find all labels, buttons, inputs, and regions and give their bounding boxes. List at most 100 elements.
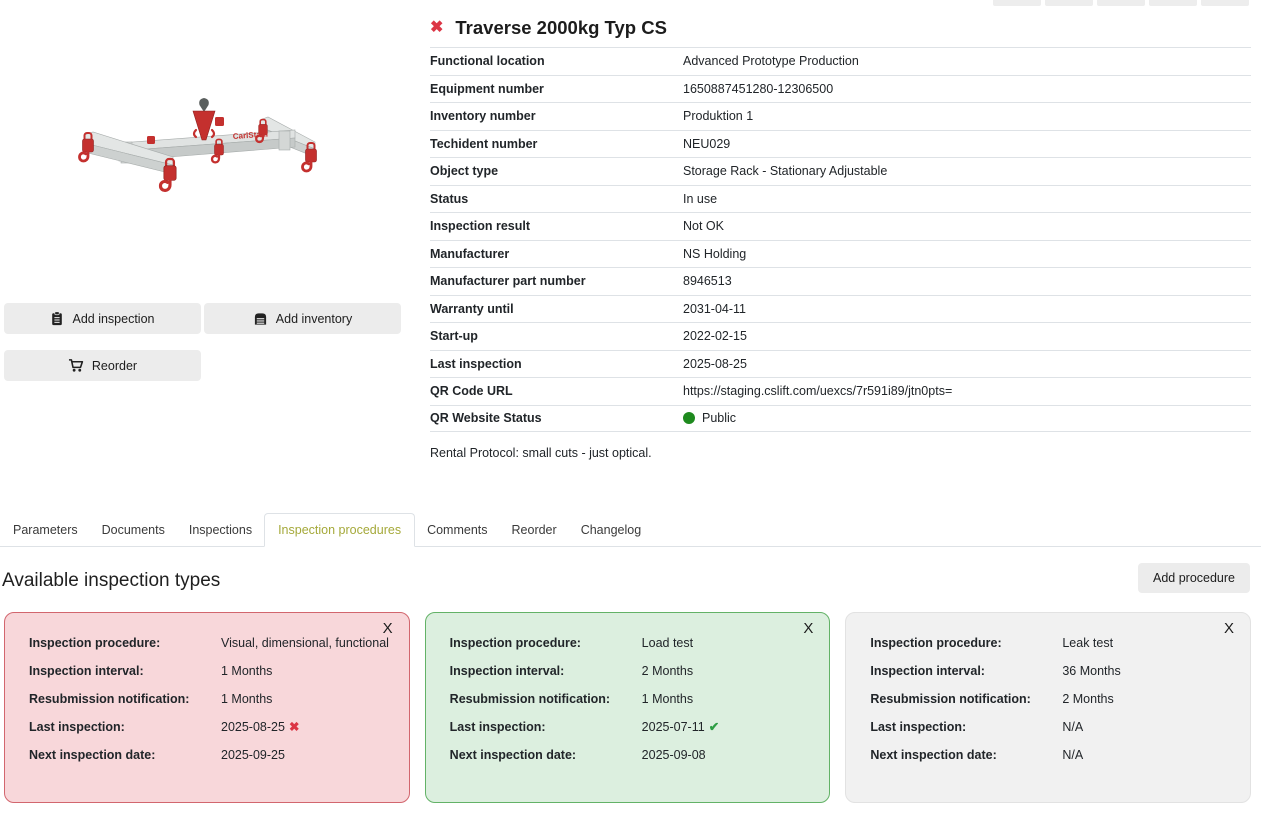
- card-row: Inspection interval: 1 Months: [29, 662, 393, 681]
- card-row: Last inspection: 2025-08-25 ✖: [29, 718, 393, 737]
- card-row-label: Inspection interval:: [449, 664, 565, 678]
- delete-equipment-icon[interactable]: ✖: [430, 19, 444, 36]
- card-row-label: Inspection procedure:: [870, 636, 1002, 650]
- toolbar-button-stub[interactable]: [1045, 0, 1093, 6]
- card-row-value: N/A: [1062, 720, 1084, 734]
- detail-row: Object type Storage Rack - Stationary Adj…: [430, 157, 1251, 185]
- brand-label: CarlStahl: [233, 130, 269, 141]
- inspection-cards: X Inspection procedure: Visual, dimensiona…: [4, 612, 1252, 803]
- detail-value: 1650887451280-12306500: [683, 81, 834, 96]
- detail-value: NEU029: [683, 136, 731, 151]
- card-row-label: Resubmission notification:: [29, 692, 190, 706]
- product-image: CarlStahl: [55, 84, 365, 252]
- card-row-label: Next inspection date:: [449, 748, 577, 762]
- card-close-button[interactable]: X: [1224, 620, 1235, 637]
- lifting-traverse-illustration: CarlStahl: [78, 98, 318, 192]
- card-row: Resubmission notification: 2 Months: [870, 690, 1234, 709]
- detail-row: Inspection result Not OK: [430, 212, 1251, 240]
- toolbar-button-stub[interactable]: [1149, 0, 1197, 6]
- card-row-value: 1 Months: [221, 664, 273, 678]
- card-row-value: Leak test: [1062, 636, 1114, 650]
- detail-label: Manufacturer part number: [430, 274, 586, 289]
- card-row: Inspection interval: 2 Months: [450, 662, 814, 681]
- card-close-button[interactable]: X: [382, 620, 393, 637]
- card-close-button[interactable]: X: [803, 620, 814, 637]
- card-row: Inspection procedure: Leak test: [870, 634, 1234, 653]
- card-row-label: Inspection interval:: [870, 664, 985, 678]
- card-row: Inspection procedure: Visual, dimensional…: [29, 634, 393, 653]
- add-procedure-button[interactable]: Add procedure: [1137, 563, 1250, 593]
- card-row-value: 1 Months: [221, 692, 273, 706]
- detail-row: Equipment number 1650887451280-12306500: [430, 74, 1251, 103]
- reorder-button[interactable]: Reorder: [4, 350, 201, 381]
- center-clamp-icon: [192, 98, 216, 141]
- tab-changelog[interactable]: Changelog: [580, 523, 642, 537]
- detail-value: Not OK: [683, 219, 724, 234]
- add-inventory-button[interactable]: Add inventory: [204, 303, 401, 334]
- detail-value: 2031-04-11: [683, 301, 747, 316]
- card-row: Inspection procedure: Load test: [450, 634, 814, 653]
- detail-value: NS Holding: [683, 246, 747, 261]
- detail-row: QR Code URL https://staging.cslift.com/ue…: [430, 377, 1251, 405]
- detail-row: Manufacturer part number 8946513: [430, 267, 1251, 295]
- add-inspection-label: Add inspection: [72, 311, 155, 326]
- detail-label: Techident number: [430, 136, 538, 151]
- detail-label: QR Code URL: [430, 384, 513, 399]
- tab-documents[interactable]: Documents: [101, 523, 165, 537]
- inspection-procedure-card: X Inspection procedure: Load test Inspectio…: [424, 612, 831, 803]
- detail-row: Warranty until 2031-04-11: [430, 294, 1251, 323]
- detail-value: https://staging.cslift.com/uexcs/7r591i8…: [683, 384, 953, 399]
- card-row-label: Inspection interval:: [29, 664, 144, 678]
- card-row: Resubmission notification: 1 Months: [450, 690, 814, 709]
- card-row-value: 2 Months: [641, 664, 694, 678]
- detail-label: Last inspection: [430, 356, 522, 371]
- detail-row: Inventory number Produktion 1: [430, 102, 1251, 130]
- detail-label: Object type: [430, 164, 499, 179]
- toolbar-button-stub[interactable]: [1201, 0, 1249, 6]
- rental-protocol-note: Rental Protocol: small cuts - just optic…: [430, 446, 652, 460]
- add-inspection-button[interactable]: Add inspection: [4, 303, 201, 334]
- card-row-value: 36 Months: [1062, 664, 1121, 678]
- inspection-procedure-card: X Inspection procedure: Visual, dimensiona…: [4, 612, 410, 803]
- card-row: Last inspection: 2025-07-11 ✔: [450, 718, 814, 737]
- card-row-value: 2025-09-25: [221, 748, 285, 762]
- tab-comments[interactable]: Comments: [427, 523, 488, 537]
- card-row-label: Resubmission notification:: [870, 692, 1031, 706]
- action-buttons: Add inspection Add inventory Reorder: [4, 303, 401, 381]
- detail-label: Inspection result: [430, 219, 531, 234]
- card-row-label: Last inspection:: [29, 720, 125, 734]
- detail-value: Public: [683, 411, 1251, 425]
- card-row-label: Resubmission notification:: [449, 692, 611, 706]
- tab-reorder[interactable]: Reorder: [511, 523, 557, 537]
- tab-inspection-procedures[interactable]: Inspection procedures: [264, 513, 416, 547]
- detail-value: 8946513: [683, 274, 732, 289]
- card-row-label: Last inspection:: [870, 720, 967, 734]
- inventory-garage-icon: [254, 312, 266, 325]
- detail-label: Start-up: [430, 329, 478, 344]
- detail-value: Advanced Prototype Production: [683, 54, 859, 69]
- detail-row: Functional location Advanced Prototype Pr…: [430, 47, 1251, 75]
- fail-x-icon: ✖: [288, 720, 300, 734]
- card-row: Next inspection date: N/A: [870, 746, 1234, 765]
- detail-row: Last inspection 2025-08-25: [430, 349, 1251, 378]
- detail-row: Start-up 2022-02-15: [430, 322, 1251, 350]
- card-row-value: 2025-09-08: [641, 748, 706, 762]
- card-row-label: Next inspection date:: [870, 748, 997, 762]
- tab-parameters[interactable]: Parameters: [13, 523, 78, 537]
- toolbar-button-stub[interactable]: [993, 0, 1041, 6]
- card-row-label: Last inspection:: [449, 720, 546, 734]
- toolbar-button-stub[interactable]: [1097, 0, 1145, 6]
- detail-label: Manufacturer: [430, 246, 510, 261]
- detail-value: Storage Rack - Stationary Adjustable: [683, 164, 888, 179]
- card-row-value: 2025-08-25 ✖: [221, 720, 300, 734]
- title-row: ✖ Traverse 2000kg Typ CS: [430, 17, 667, 39]
- tab-inspections[interactable]: Inspections: [188, 523, 253, 537]
- inspection-procedure-card: X Inspection procedure: Leak test Inspectio…: [845, 612, 1252, 803]
- card-row: Next inspection date: 2025-09-08: [450, 746, 814, 765]
- detail-value: 2022-02-15: [683, 329, 747, 344]
- detail-row: QR Website Status Public: [430, 404, 1251, 432]
- card-row: Last inspection: N/A: [870, 718, 1234, 737]
- card-row-value: 2025-07-11 ✔: [641, 720, 720, 734]
- clipboard-icon: [52, 311, 63, 326]
- detail-value: Produktion 1: [683, 109, 754, 124]
